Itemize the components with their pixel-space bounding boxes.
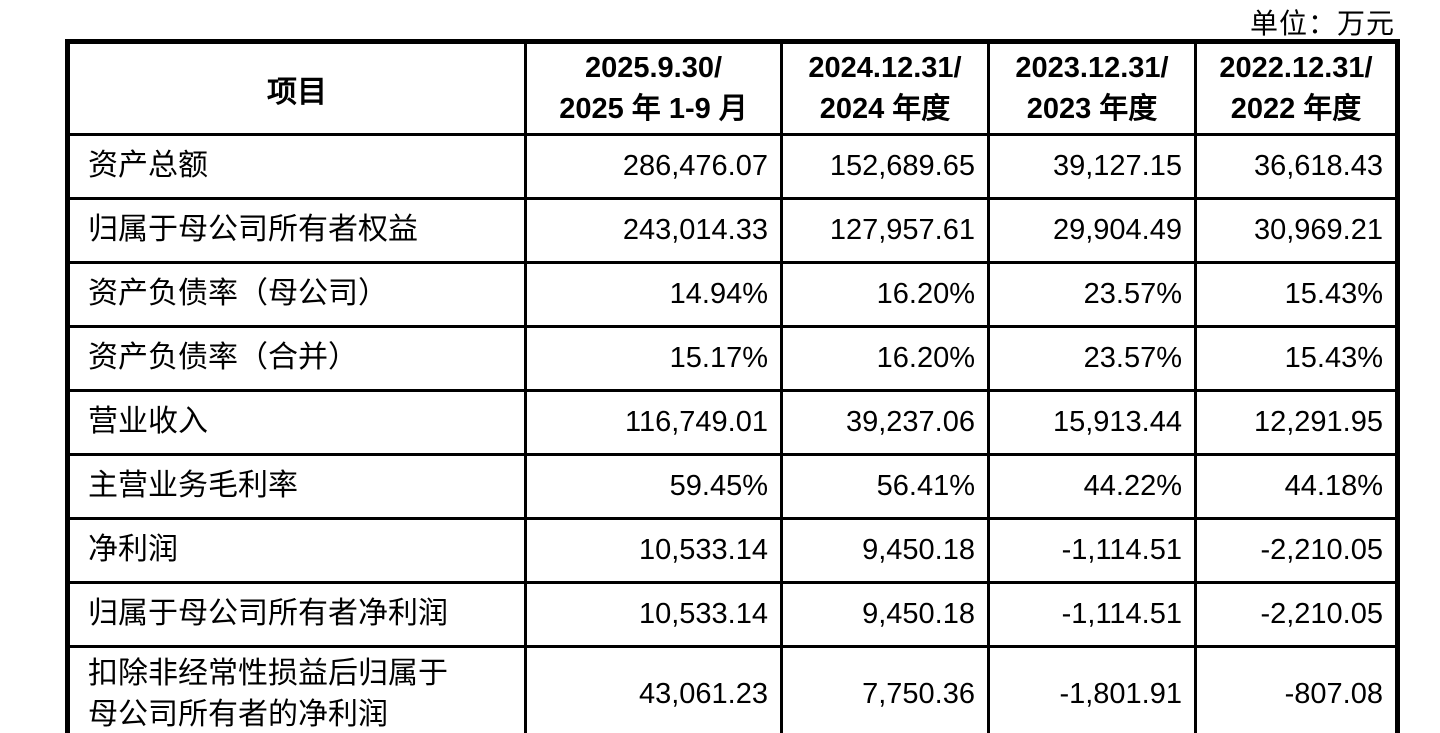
table-row-debt-ratio-consolidated: 资产负债率（合并） 15.17% 16.20% 23.57% 15.43% <box>66 325 1399 393</box>
cell-value: 30,969.21 <box>1194 197 1399 265</box>
unit-label: 单位：万元 <box>1249 9 1395 40</box>
row-label: 归属于母公司所有者净利润 <box>66 581 527 649</box>
row-label: 净利润 <box>66 517 527 585</box>
cell-value: 12,291.95 <box>1194 389 1399 457</box>
cell-value: 15.17% <box>524 325 783 393</box>
cell-value: 59.45% <box>524 453 783 521</box>
cell-value: 16.20% <box>780 261 990 329</box>
table-row-operating-revenue: 营业收入 116,749.01 39,237.06 15,913.44 12,2… <box>66 389 1399 457</box>
cell-value: 23.57% <box>987 325 1197 393</box>
row-label: 主营业务毛利率 <box>66 453 527 521</box>
cell-value: 243,014.33 <box>524 197 783 265</box>
cell-value: 44.18% <box>1194 453 1399 521</box>
cell-value: 44.22% <box>987 453 1197 521</box>
cell-value: 10,533.14 <box>524 517 783 585</box>
header-cell-period-2022: 2022.12.31/ 2022 年度 <box>1194 39 1399 137</box>
header-row: 项目 2025.9.30/ 2025 年 1-9 月 2024.12.31/ 2… <box>66 39 1399 137</box>
row-label: 资产负债率（合并） <box>66 325 527 393</box>
cell-value: -1,114.51 <box>987 517 1197 585</box>
cell-value: 286,476.07 <box>524 133 783 201</box>
period-line2: 2025 年 1-9 月 <box>559 92 748 125</box>
financial-summary-table: 项目 2025.9.30/ 2025 年 1-9 月 2024.12.31/ 2… <box>65 39 1400 733</box>
table-row-deducted-net-profit: 扣除非经常性损益后归属于 母公司所有者的净利润 43,061.23 7,750.… <box>66 645 1399 733</box>
cell-value: 14.94% <box>524 261 783 329</box>
period-line2: 2024 年度 <box>819 92 951 125</box>
cell-value: 23.57% <box>987 261 1197 329</box>
period-line2: 2022 年度 <box>1230 92 1362 125</box>
row-label: 营业收入 <box>66 389 527 457</box>
period-line1: 2023.12.31/ <box>1015 52 1169 84</box>
period-line1: 2024.12.31/ <box>808 52 962 84</box>
row-label: 扣除非经常性损益后归属于 母公司所有者的净利润 <box>66 645 527 733</box>
table-row-net-profit: 净利润 10,533.14 9,450.18 -1,114.51 -2,210.… <box>66 517 1399 585</box>
table-row-parent-equity: 归属于母公司所有者权益 243,014.33 127,957.61 29,904… <box>66 197 1399 265</box>
table-row-gross-margin: 主营业务毛利率 59.45% 56.41% 44.22% 44.18% <box>66 453 1399 521</box>
header-cell-item: 项目 <box>66 39 527 137</box>
table-row-parent-net-profit: 归属于母公司所有者净利润 10,533.14 9,450.18 -1,114.5… <box>66 581 1399 649</box>
cell-value: 39,127.15 <box>987 133 1197 201</box>
period-line1: 2025.9.30/ <box>584 52 723 84</box>
cell-value: 15.43% <box>1194 325 1399 393</box>
cell-value: -807.08 <box>1194 645 1399 733</box>
table-row-debt-ratio-parent: 资产负债率（母公司） 14.94% 16.20% 23.57% 15.43% <box>66 261 1399 329</box>
cell-value: 15.43% <box>1194 261 1399 329</box>
cell-value: 16.20% <box>780 325 990 393</box>
cell-value: 29,904.49 <box>987 197 1197 265</box>
cell-value: 127,957.61 <box>780 197 990 265</box>
cell-value: 116,749.01 <box>524 389 783 457</box>
cell-value: -1,801.91 <box>987 645 1197 733</box>
cell-value: -2,210.05 <box>1194 581 1399 649</box>
cell-value: 43,061.23 <box>524 645 783 733</box>
cell-value: 39,237.06 <box>780 389 990 457</box>
header-cell-period-2025: 2025.9.30/ 2025 年 1-9 月 <box>524 39 783 137</box>
period-line1: 2022.12.31/ <box>1219 52 1373 84</box>
row-label: 资产负债率（母公司） <box>66 261 527 329</box>
cell-value: 7,750.36 <box>780 645 990 733</box>
cell-value: 36,618.43 <box>1194 133 1399 201</box>
period-line2: 2023 年度 <box>1026 92 1158 125</box>
row-label: 资产总额 <box>66 133 527 201</box>
cell-value: 9,450.18 <box>780 517 990 585</box>
cell-value: 56.41% <box>780 453 990 521</box>
cell-value: 152,689.65 <box>780 133 990 201</box>
cell-value: 15,913.44 <box>987 389 1197 457</box>
table-row-total-assets: 资产总额 286,476.07 152,689.65 39,127.15 36,… <box>66 133 1399 201</box>
cell-value: -1,114.51 <box>987 581 1197 649</box>
cell-value: 10,533.14 <box>524 581 783 649</box>
cell-value: -2,210.05 <box>1194 517 1399 585</box>
header-cell-period-2024: 2024.12.31/ 2024 年度 <box>780 39 990 137</box>
header-cell-period-2023: 2023.12.31/ 2023 年度 <box>987 39 1197 137</box>
row-label: 归属于母公司所有者权益 <box>66 197 527 265</box>
cell-value: 9,450.18 <box>780 581 990 649</box>
